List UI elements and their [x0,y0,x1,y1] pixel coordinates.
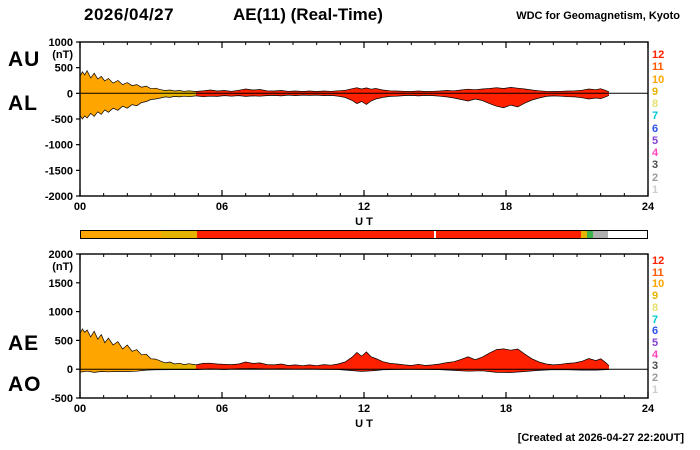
x-tick-label: 18 [500,201,512,213]
series-au-fill [80,70,161,94]
y-tick-label: -500 [51,114,73,126]
station-count-9: 9 [652,85,659,98]
station-count-6: 6 [652,122,659,135]
station-count-12: 12 [652,49,665,61]
series-ae-fill [160,361,196,370]
station-count-5: 5 [652,134,659,147]
series-al-outline [79,97,161,120]
ae-axis-label: AE [8,332,40,355]
station-count-segment [81,231,162,238]
station-count-bar [80,230,648,239]
station-count-3: 3 [652,360,659,373]
series-au-fill [160,89,196,94]
x-tick-label: 18 [500,403,512,415]
station-count-8: 8 [652,98,659,111]
y-tick-label: 1500 [49,278,73,290]
y-tick-label: 2000 [49,249,73,261]
station-count-12: 12 [652,255,665,267]
station-count-7: 7 [652,110,659,123]
x-tick-label: 12 [358,403,370,415]
au-axis-label: AU [8,48,41,71]
ao-axis-label: AO [8,373,42,396]
series-ao-outline [79,369,161,373]
x-tick-label: 06 [216,403,228,415]
series-al-fill [196,93,609,108]
series-ae-fill [196,348,609,370]
x-tick-label: 24 [642,201,655,213]
y-tick-label: 500 [55,63,73,75]
series-al-outline [160,95,197,99]
y-axis-unit: (nT) [52,261,73,273]
station-count-3: 3 [652,159,659,172]
series-au-outline [79,69,161,91]
station-count-2: 2 [652,372,659,385]
plot-date: 2026/04/27 [84,5,175,24]
series-group [79,69,610,120]
series-ae-fill [80,328,161,370]
x-tick-label: 06 [216,201,228,213]
series-ae-outline [79,328,161,362]
y-tick-label: -1000 [45,140,73,152]
station-count-11: 11 [652,61,664,74]
station-count-segment [435,231,581,238]
y-axis-unit: (nT) [52,49,73,61]
station-count-10: 10 [652,73,665,86]
x-tick-label: 24 [642,403,655,415]
y-tick-label: -1500 [45,165,73,177]
series-au-fill [196,87,609,94]
station-count-1: 1 [652,183,659,196]
y-tick-label: -500 [51,393,73,405]
plot-frame [79,253,649,399]
station-count-4: 4 [652,348,659,361]
station-count-5: 5 [652,337,659,350]
station-count-segment [161,231,197,238]
station-count-10: 10 [652,278,665,291]
station-count-legend-bottom: 12 11 10 9 8 7 6 5 4 3 2 1 [652,256,676,396]
station-count-segment [580,231,587,238]
series-al-fill [160,93,196,98]
station-count-segment [592,231,609,238]
station-count-segment [196,231,434,238]
station-count-7: 7 [652,313,659,326]
x-tick-label: 12 [358,201,370,213]
y-tick-label: -2000 [45,191,73,203]
series-ae-outline [195,348,610,367]
series-group [79,328,610,373]
series-ae-outline [160,360,197,366]
series-au-outline [195,87,610,93]
plot-frame [79,41,649,197]
x-tick-label: 00 [74,403,86,415]
source-credit: WDC for Geomagnetism, Kyoto [516,10,680,22]
series-al-fill [80,93,161,119]
y-tick-label: 1000 [49,37,73,49]
station-count-legend-top: 12 11 10 9 8 7 6 5 4 3 2 1 [652,50,676,196]
x-axis-label: U T [355,216,373,228]
y-tick-label: 0 [67,364,73,376]
x-axis-label: U T [355,418,373,430]
station-count-11: 11 [652,266,664,279]
x-tick-label: 00 [74,201,86,213]
created-timestamp: [Created at 2026-04-27 22:20UT] [517,432,684,444]
page-title: AE(11) (Real-Time) [233,5,383,24]
series-al-outline [195,94,610,109]
station-count-4: 4 [652,147,659,160]
y-tick-label: 1000 [49,307,73,319]
station-count-8: 8 [652,301,659,314]
station-count-6: 6 [652,325,659,338]
y-tick-label: 0 [67,88,73,100]
station-count-2: 2 [652,171,659,184]
y-tick-label: 500 [55,335,73,347]
station-count-1: 1 [652,383,659,396]
station-count-9: 9 [652,290,659,303]
series-au-outline [160,89,197,92]
al-axis-label: AL [8,92,38,115]
station-count-segment [586,231,593,238]
